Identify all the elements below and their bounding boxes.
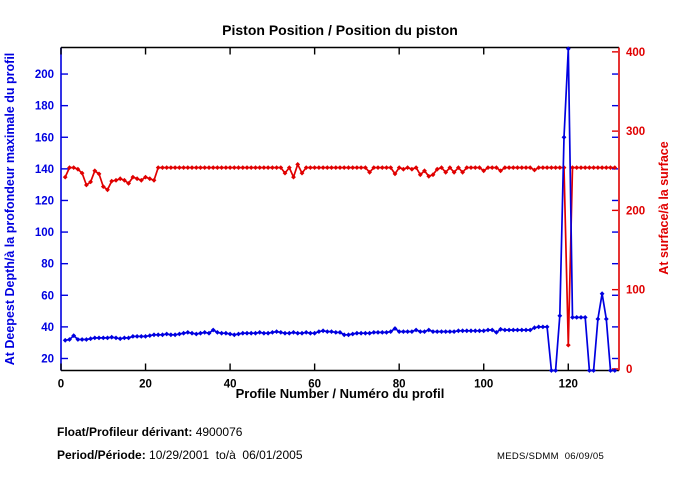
x-axis-label: Profile Number / Numéro du profil <box>235 386 445 401</box>
y-tick-label-left: 200 <box>35 69 54 81</box>
x-tick-label: 20 <box>139 379 152 391</box>
series-deepest-depth <box>62 46 618 373</box>
period-line: Period/Période: 10/29/2001 to/à 06/01/20… <box>57 448 303 462</box>
period-value: 10/29/2001 to/à 06/01/2005 <box>145 448 303 462</box>
float-id-value: 4900076 <box>192 425 243 439</box>
y-tick-label-right: 0 <box>626 364 632 376</box>
y-axis-label-right: At surface/à la surface <box>657 141 671 274</box>
credit-text: MEDS/SDMM 06/09/05 <box>497 451 605 462</box>
y-tick-label-left: 100 <box>35 227 54 239</box>
y-tick-label-right: 300 <box>626 126 645 138</box>
y-tick-label-left: 20 <box>41 353 54 365</box>
chart-title: Piston Position / Position du piston <box>222 22 458 38</box>
y-tick-label-left: 180 <box>35 101 54 113</box>
x-tick-label: 60 <box>308 379 321 391</box>
x-tick-label: 120 <box>559 379 578 391</box>
y-tick-label-right: 100 <box>626 285 645 297</box>
float-id-line: Float/Profileur dérivant: 4900076 <box>57 425 242 439</box>
period-label: Period/Période: <box>57 448 146 462</box>
x-tick-label: 40 <box>224 379 237 391</box>
y-axis-label-left: At Deepest Depth/à la profondeur maximal… <box>3 53 17 366</box>
y-tick-label-right: 400 <box>626 47 645 59</box>
y-tick-label-right: 200 <box>626 205 645 217</box>
float-id-label: Float/Profileur dérivant: <box>57 425 193 439</box>
series-line <box>64 163 615 346</box>
series-markers <box>62 162 618 348</box>
x-tick-label: 0 <box>58 379 64 391</box>
y-tick-label-left: 40 <box>41 322 54 334</box>
x-tick-label: 80 <box>393 379 406 391</box>
y-tick-label-left: 60 <box>41 290 54 302</box>
y-tick-label-left: 160 <box>35 132 54 144</box>
x-tick-label: 100 <box>474 379 493 391</box>
y-tick-label-left: 120 <box>35 195 54 207</box>
y-tick-label-left: 140 <box>35 164 54 176</box>
y-tick-label-left: 80 <box>41 259 54 271</box>
series-surface <box>62 162 618 348</box>
series-line <box>65 47 615 372</box>
series-markers <box>62 46 618 373</box>
